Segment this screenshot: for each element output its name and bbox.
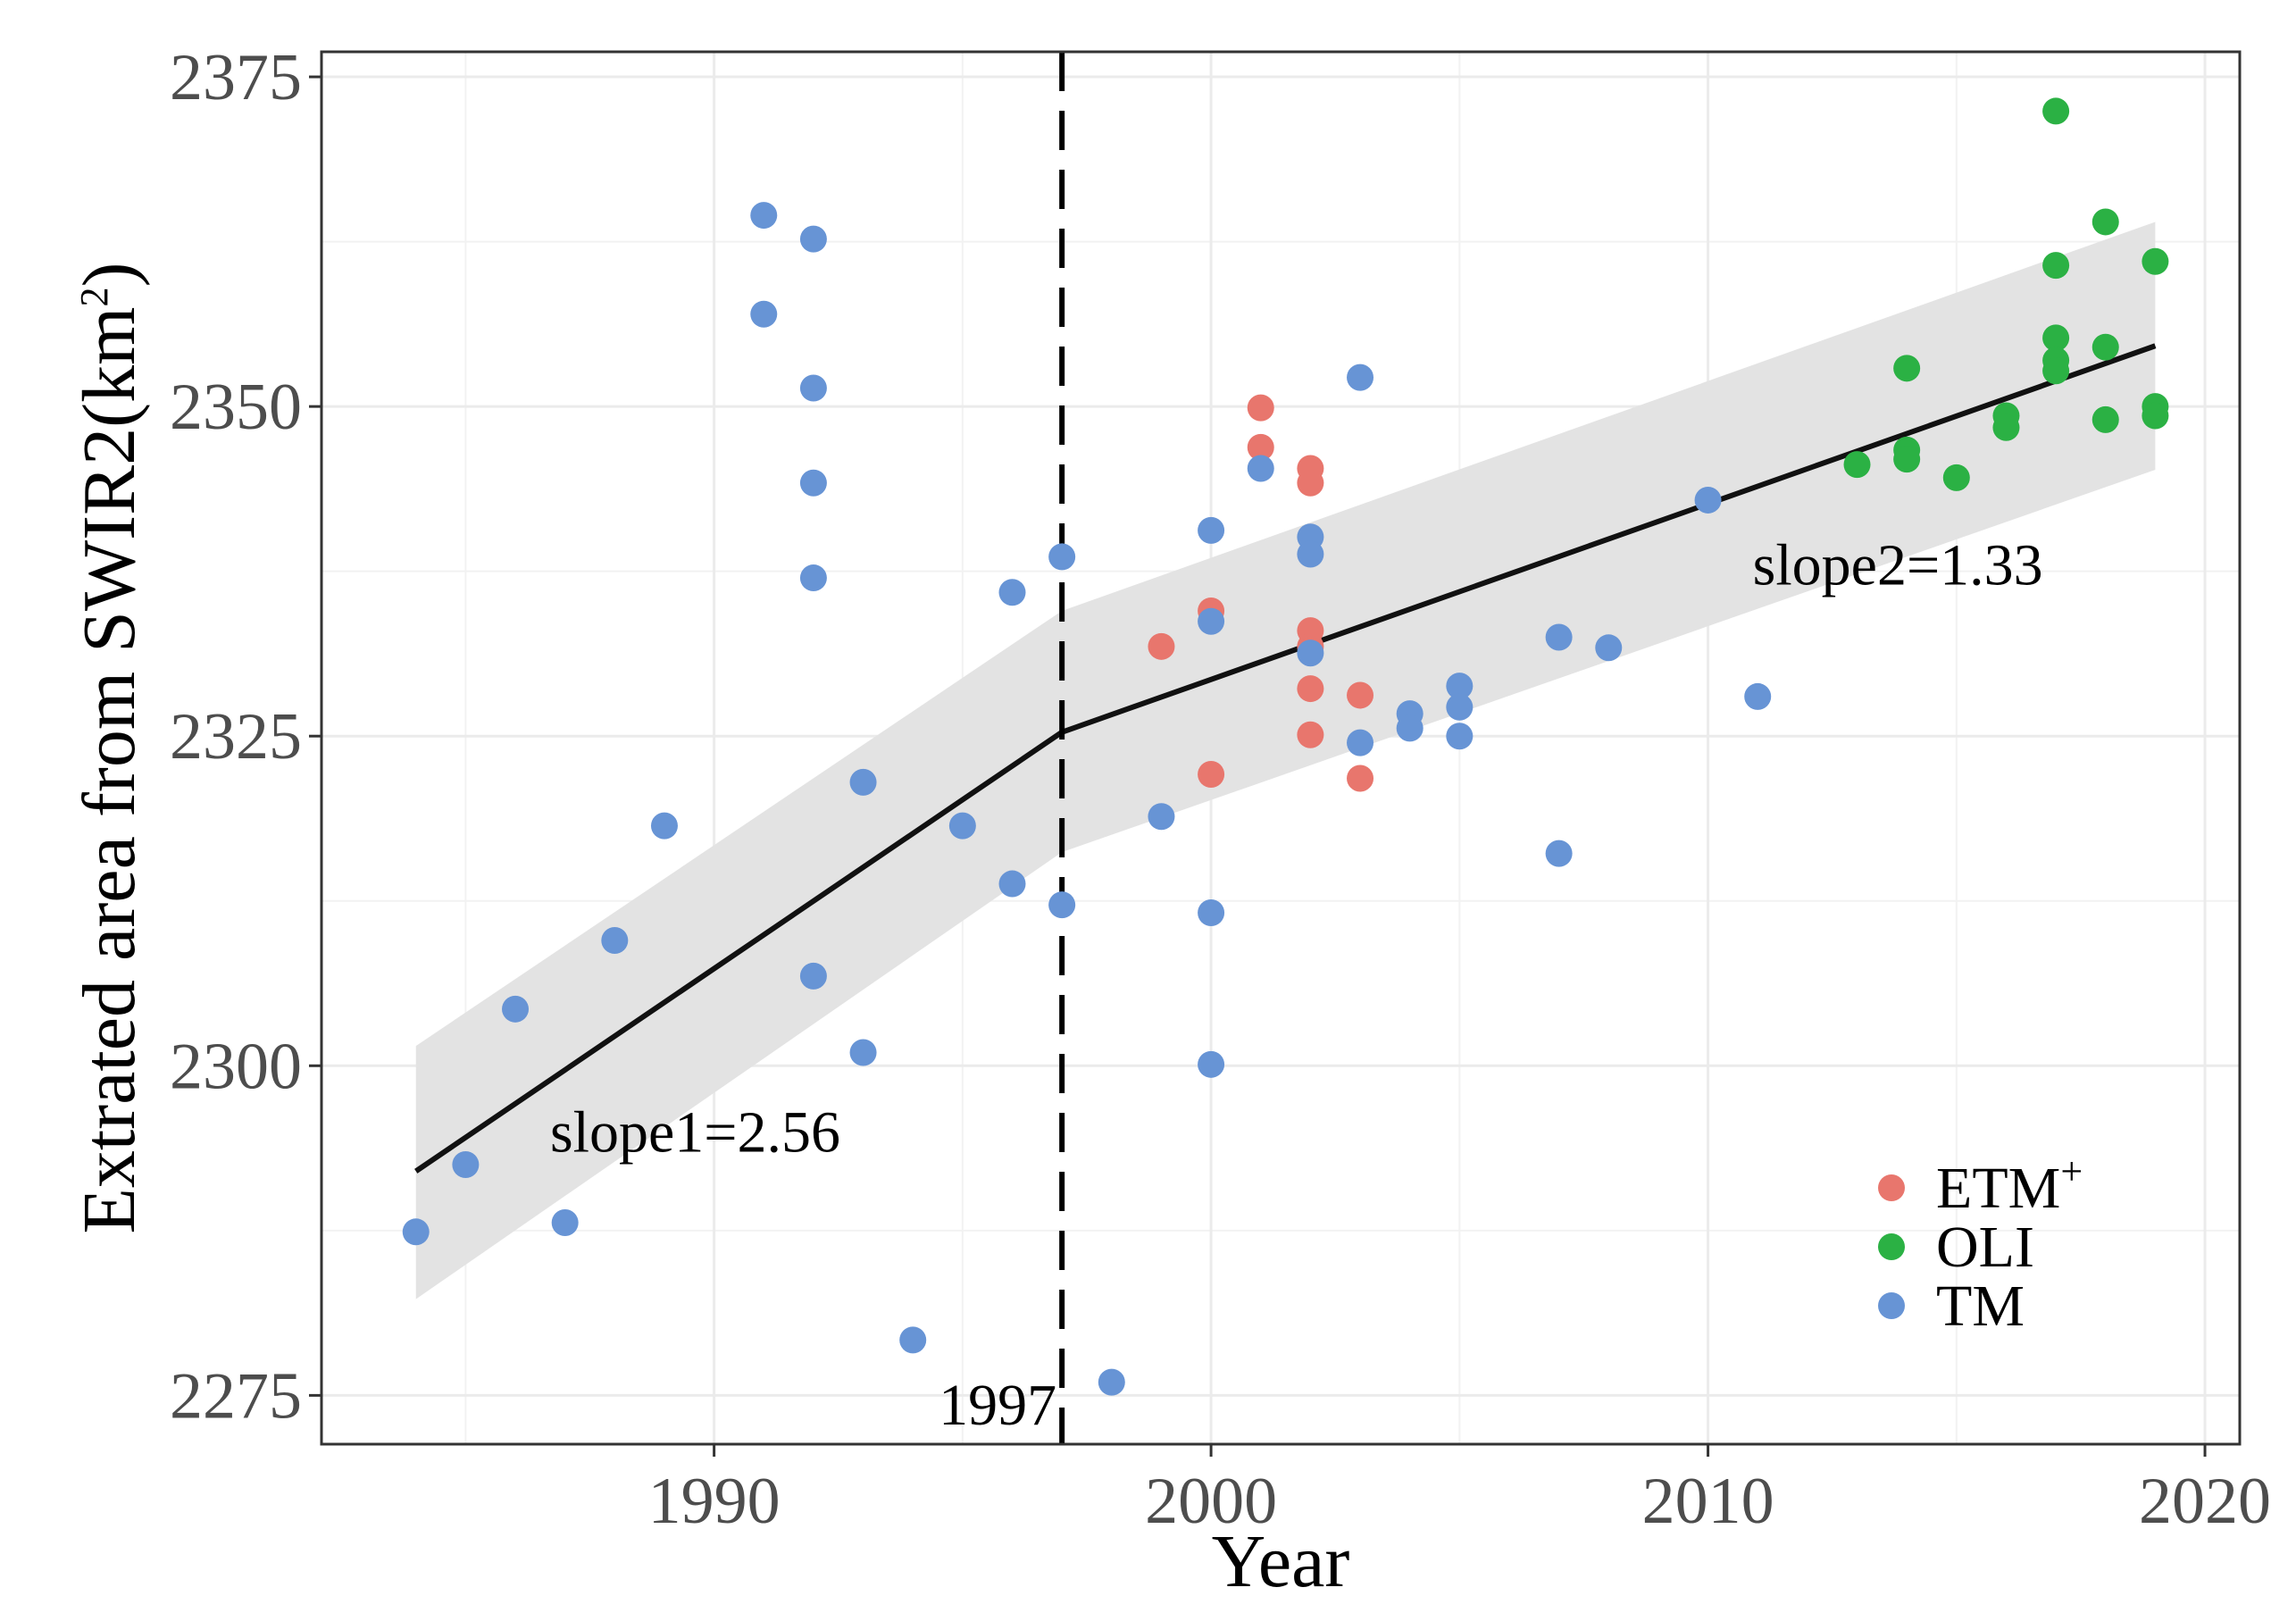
point-tm <box>750 202 778 230</box>
x-tick-label: 2000 <box>1145 1465 1277 1538</box>
point-tm <box>998 870 1026 898</box>
legend-label-etm-sup: + <box>2060 1149 2083 1193</box>
legend: ETM+ OLI TM <box>1878 1149 2083 1339</box>
legend-label-etm: ETM+ <box>1936 1149 2083 1221</box>
point-tm <box>601 927 629 955</box>
point-tm <box>1198 899 1225 927</box>
point-etm <box>1347 681 1374 709</box>
point-etm <box>1297 721 1324 748</box>
point-tm <box>650 812 678 840</box>
legend-label-tm: TM <box>1936 1274 2025 1339</box>
point-oli <box>2091 208 2119 236</box>
point-tm <box>452 1151 480 1179</box>
point-tm <box>1198 1050 1225 1078</box>
point-oli <box>2091 333 2119 361</box>
slope1-annotation: slope1=2.56 <box>550 1099 840 1165</box>
point-tm <box>1297 540 1324 568</box>
confidence-band-layer <box>415 221 2156 1299</box>
x-tick-label: 2020 <box>2139 1465 2271 1538</box>
slope2-annotation: slope2=1.33 <box>1753 532 2043 597</box>
point-etm <box>1198 761 1225 789</box>
point-tm <box>1247 455 1274 482</box>
y-tick-label: 2275 <box>170 1359 302 1433</box>
point-tm <box>799 469 827 497</box>
point-tm <box>1545 623 1573 651</box>
x-tick-label: 2010 <box>1642 1465 1774 1538</box>
legend-marker-etm <box>1878 1174 1905 1201</box>
legend-label-etm-name: ETM <box>1936 1156 2060 1221</box>
point-oli <box>2042 324 2070 352</box>
point-tm <box>750 300 778 328</box>
point-tm <box>1198 607 1225 635</box>
point-tm <box>799 225 827 253</box>
point-tm <box>1446 693 1474 721</box>
point-tm <box>899 1326 927 1354</box>
point-oli <box>2042 252 2070 280</box>
point-tm <box>1396 714 1424 742</box>
point-oli <box>1992 414 2020 441</box>
x-axis-title: Year <box>1212 1520 1350 1603</box>
point-tm <box>551 1208 579 1236</box>
point-etm <box>1148 632 1175 660</box>
point-tm <box>1297 639 1324 667</box>
breakpoint-label: 1997 <box>939 1373 1056 1438</box>
point-etm <box>1247 433 1274 461</box>
point-tm <box>1545 840 1573 867</box>
point-tm <box>1347 729 1374 756</box>
point-tm <box>849 768 877 796</box>
point-etm <box>1297 469 1324 497</box>
point-etm <box>1297 675 1324 703</box>
y-tick-label: 2300 <box>170 1030 302 1103</box>
point-tm <box>1446 723 1474 750</box>
point-tm <box>1198 516 1225 544</box>
point-oli <box>2142 247 2169 275</box>
legend-label-oli: OLI <box>1936 1215 2034 1280</box>
point-tm <box>1098 1368 1125 1396</box>
x-tick-label: 1990 <box>648 1465 781 1538</box>
y-axis-title-sup: 2 <box>72 288 116 307</box>
point-oli <box>1942 464 1970 491</box>
point-oli <box>2091 405 2119 433</box>
axes-layer: 1990 2000 2010 2020 2275 2300 2325 2350 2375 <box>170 41 2271 1538</box>
point-tm <box>948 812 976 840</box>
legend-marker-tm <box>1878 1292 1905 1319</box>
point-oli <box>2042 357 2070 385</box>
point-tm <box>1347 363 1374 391</box>
y-tick-label: 2325 <box>170 700 302 773</box>
y-axis-title-end: ) <box>68 263 151 288</box>
point-tm <box>849 1039 877 1066</box>
point-tm <box>1048 543 1076 571</box>
point-oli <box>2042 97 2070 125</box>
point-tm <box>402 1218 430 1246</box>
point-tm <box>799 374 827 402</box>
y-axis-title: Extrated area from SWIR2(km2) <box>68 263 151 1234</box>
point-tm <box>998 579 1026 606</box>
confidence-band <box>415 221 2156 1299</box>
point-oli <box>1893 355 1921 382</box>
point-tm <box>1595 634 1623 662</box>
point-oli <box>1893 446 1921 473</box>
point-oli <box>1843 451 1871 479</box>
points-layer <box>402 97 2169 1396</box>
y-tick-label: 2375 <box>170 41 302 114</box>
panel-border <box>320 50 2242 1446</box>
point-tm <box>1446 673 1474 700</box>
point-oli <box>2142 402 2169 430</box>
point-tm <box>1148 803 1175 831</box>
point-tm <box>799 962 827 990</box>
y-tick-label: 2350 <box>170 371 302 444</box>
point-tm <box>1694 486 1722 514</box>
point-etm <box>1347 765 1374 792</box>
point-tm <box>502 995 530 1023</box>
y-axis-title-main: Extrated area from SWIR2(km <box>68 307 151 1234</box>
legend-marker-oli <box>1878 1233 1905 1260</box>
point-tm <box>799 564 827 592</box>
point-tm <box>1744 682 1772 710</box>
point-etm <box>1247 394 1274 422</box>
point-tm <box>1048 891 1076 919</box>
